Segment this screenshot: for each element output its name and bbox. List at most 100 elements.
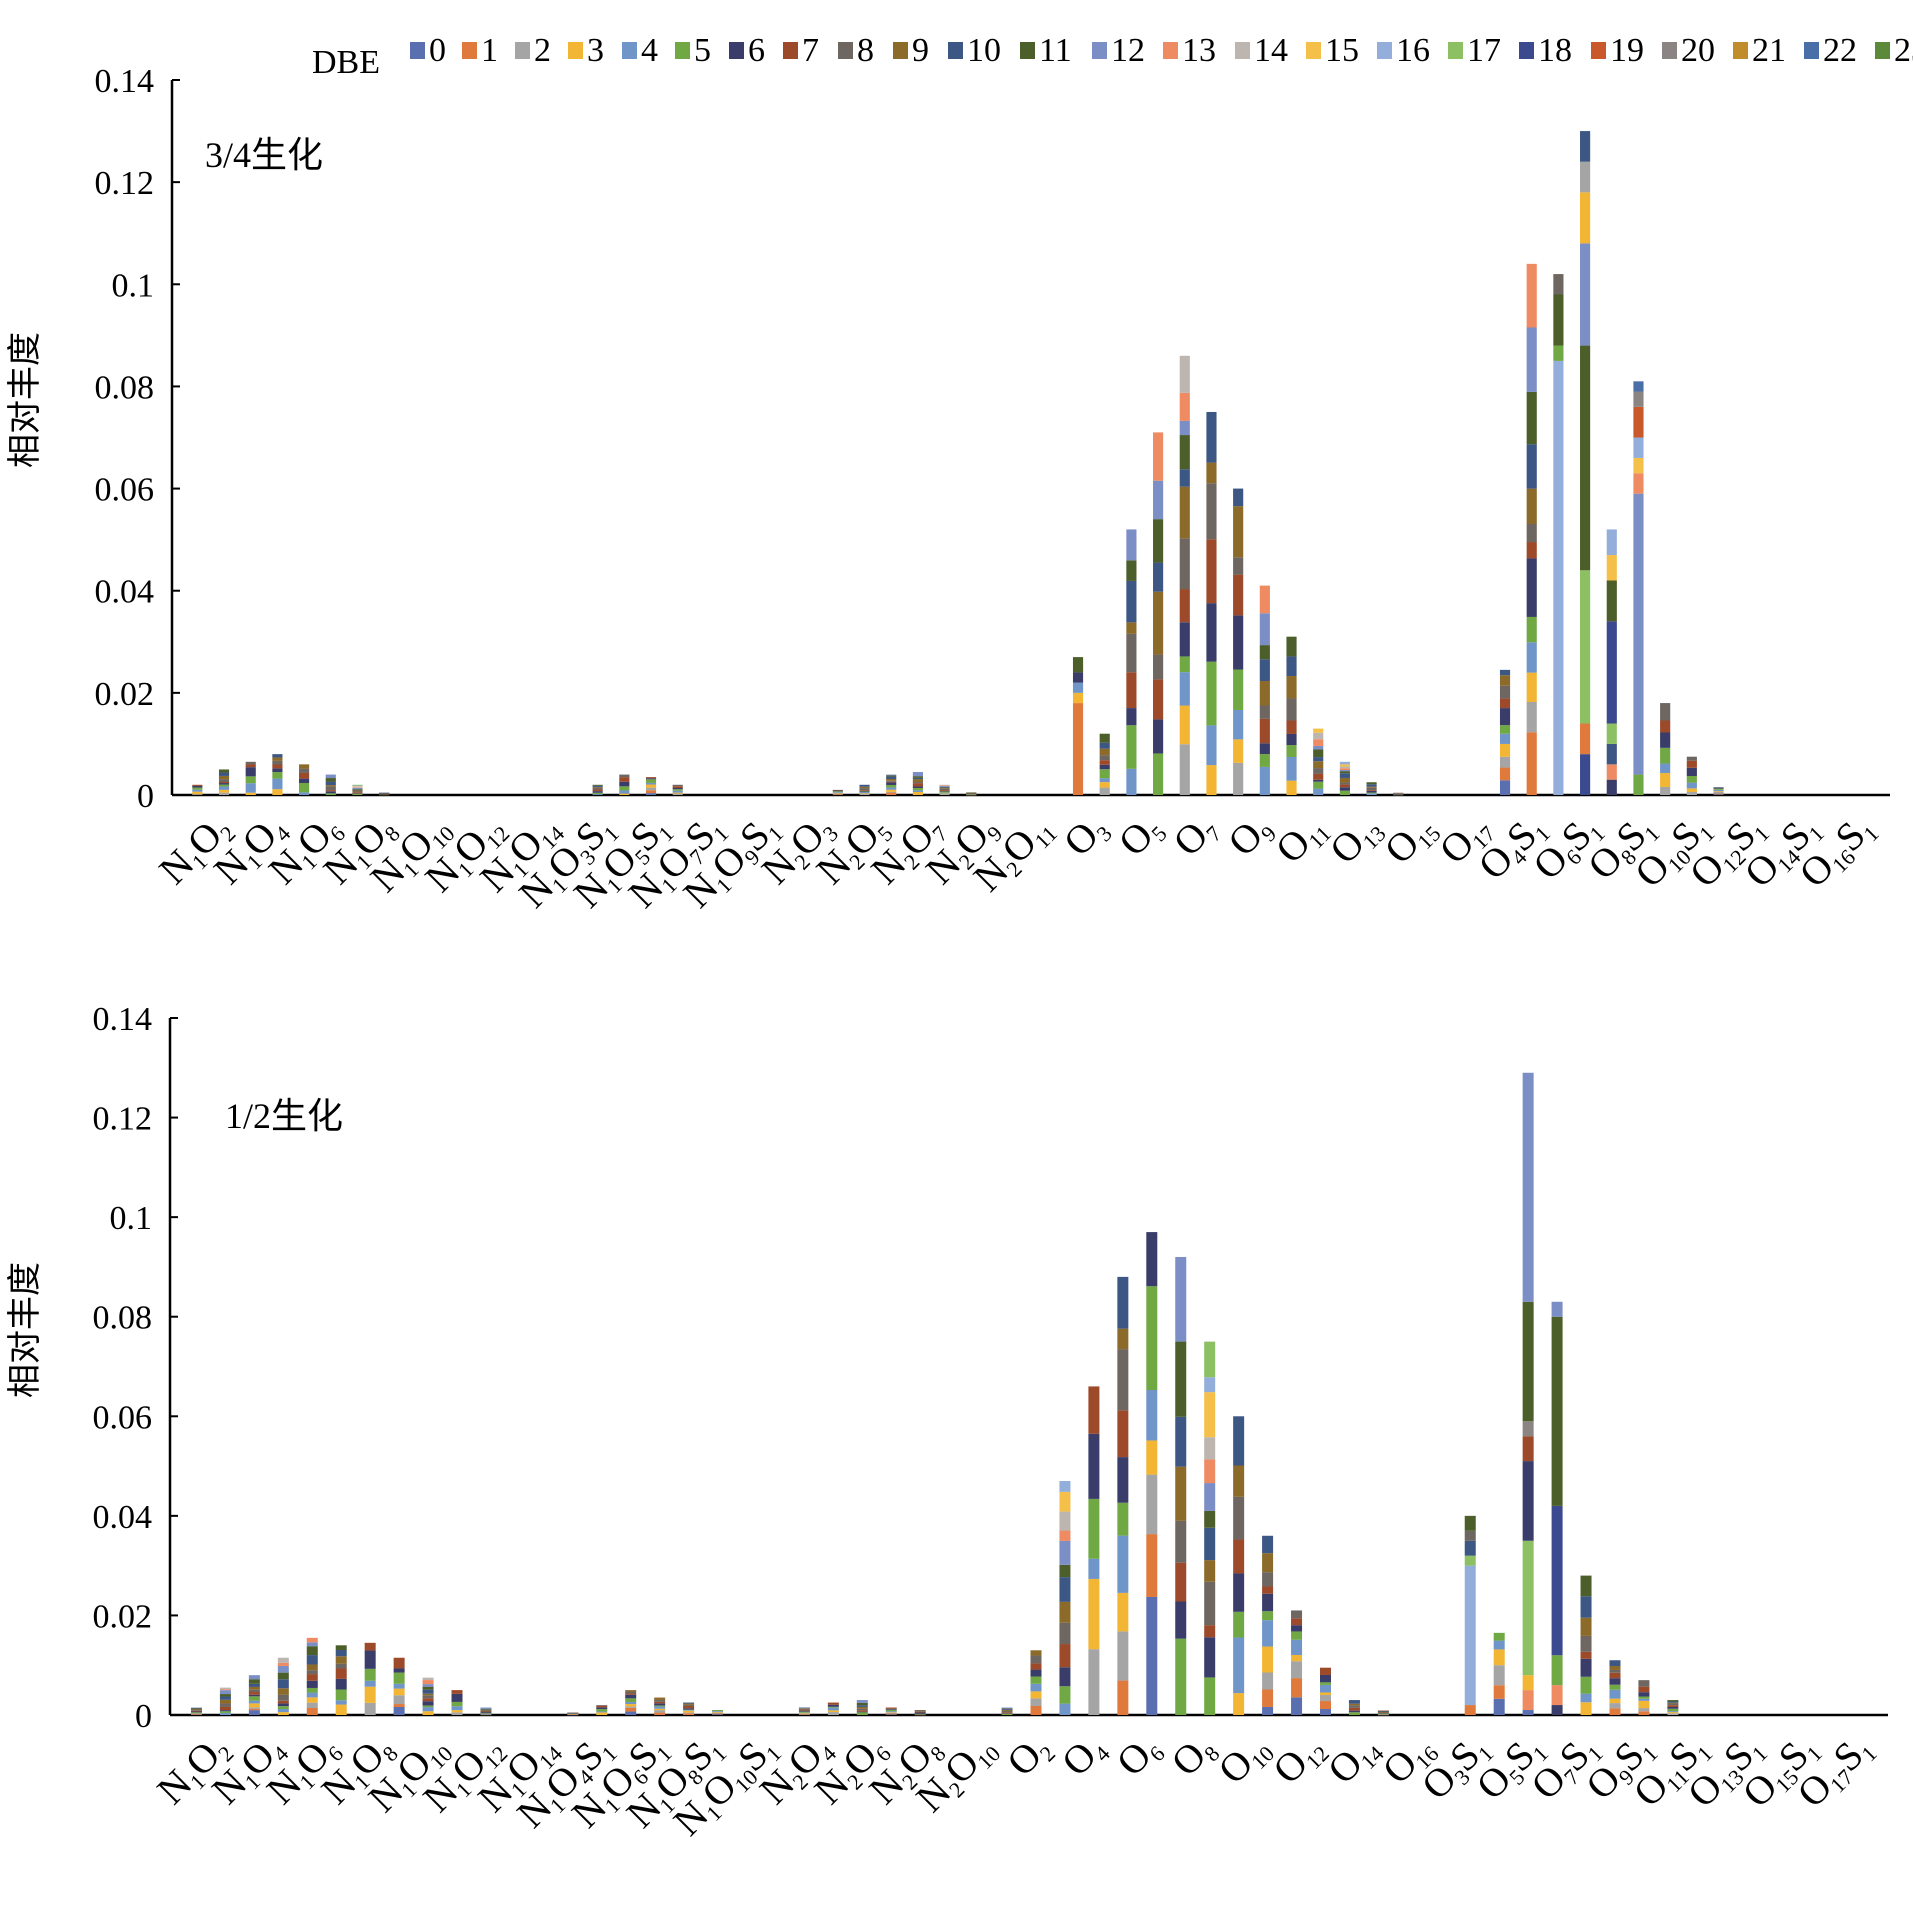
bar-segment: [299, 772, 310, 779]
bar-segment: [1667, 1700, 1679, 1702]
bar-segment: [1259, 743, 1270, 755]
bar-segment: [1291, 1661, 1303, 1679]
bar-segment: [1153, 519, 1164, 563]
bar-segment: [1377, 1712, 1389, 1714]
bar-segment: [1606, 743, 1617, 765]
y-tick-label: 0.08: [95, 369, 155, 406]
bar-segment: [190, 1714, 202, 1715]
bar-segment: [192, 785, 203, 788]
bar-segment: [1366, 792, 1377, 794]
bar-segment: [1233, 1416, 1245, 1466]
bar-segment: [1233, 1573, 1245, 1612]
legend-swatch-11: [1020, 42, 1035, 59]
bar-segment: [567, 1713, 579, 1714]
bar-segment: [1059, 1564, 1071, 1578]
bar-segment: [592, 791, 603, 793]
bar-segment: [1580, 754, 1591, 795]
bar-segment: [1313, 732, 1324, 740]
bar-segment: [1713, 791, 1724, 794]
legend-label-13: 13: [1182, 32, 1216, 69]
bar-segment: [1262, 1689, 1274, 1707]
bar-segment: [1339, 784, 1350, 788]
bar-segment: [1313, 779, 1324, 782]
bar-segment: [939, 793, 950, 795]
bar-segment: [1117, 1502, 1129, 1536]
bar-segment: [592, 792, 603, 795]
bar-segment: [277, 1662, 289, 1666]
legend-label-22: 22: [1823, 32, 1857, 69]
bar-segment: [306, 1637, 318, 1643]
bar-segment: [1526, 391, 1537, 445]
bar-segment: [393, 1672, 405, 1684]
bar-segment: [1393, 792, 1404, 793]
bar-segment: [379, 793, 390, 794]
bar-segment: [625, 1693, 637, 1695]
bar-segment: [1291, 1625, 1303, 1632]
bar-segment: [422, 1677, 434, 1681]
bar-segment: [1146, 1232, 1158, 1287]
bar-segment: [480, 1712, 492, 1714]
bar-segment: [299, 768, 310, 773]
legend-swatch-1: [462, 42, 477, 59]
bar-segment: [1286, 756, 1297, 781]
bar-segment: [1206, 411, 1217, 463]
bar-segment: [1059, 1667, 1071, 1687]
bar-segment: [886, 791, 897, 793]
bar-segment: [712, 1712, 724, 1714]
bar-segment: [1393, 792, 1404, 794]
bar-segment: [1291, 1618, 1303, 1626]
bar-segment: [248, 1692, 260, 1695]
bar-segment: [1580, 1617, 1592, 1636]
bar-segment: [364, 1650, 376, 1669]
bar-segment: [364, 1680, 376, 1687]
bar-segment: [422, 1698, 434, 1702]
bar-segment: [683, 1706, 695, 1709]
legend-label-19: 19: [1610, 32, 1644, 69]
bar-segment: [1179, 705, 1190, 745]
bar-segment: [352, 792, 363, 794]
bar-segment: [245, 783, 256, 793]
bar-segment: [939, 793, 950, 794]
bar-segment: [625, 1701, 637, 1705]
bar-segment: [1686, 756, 1697, 761]
legend-swatch-21: [1733, 42, 1748, 59]
bar-segment: [1606, 779, 1617, 795]
bar-segment: [1233, 1465, 1245, 1497]
bar-segment: [1553, 274, 1564, 295]
bar-segment: [1464, 1530, 1476, 1541]
bar-segment: [1609, 1678, 1621, 1685]
bar-segment: [1175, 1520, 1187, 1563]
bar-segment: [277, 1688, 289, 1695]
bar-segment: [1233, 762, 1244, 795]
bar-segment: [190, 1711, 202, 1713]
bar-segment: [1286, 780, 1297, 795]
bar-segment: [1206, 539, 1217, 604]
bar-segment: [1580, 161, 1591, 193]
bar-segment: [1339, 771, 1350, 774]
x-tick-label: O6: [1107, 1725, 1169, 1787]
bar-segment: [1030, 1698, 1042, 1706]
bar-segment: [1059, 1703, 1071, 1715]
bar-segment: [827, 1706, 839, 1708]
bar-segment: [248, 1683, 260, 1687]
bar-segment: [299, 778, 310, 783]
bar-segment: [1377, 1713, 1389, 1714]
bar-segment: [1153, 480, 1164, 520]
bar-segment: [1179, 744, 1190, 795]
bar-segment: [856, 1708, 868, 1711]
bar-segment: [1319, 1692, 1331, 1696]
bar-segment: [1638, 1698, 1650, 1701]
bar-segment: [1126, 580, 1137, 623]
bar-segment: [1233, 506, 1244, 558]
bar-segment: [1179, 355, 1190, 393]
bar-segment: [1259, 659, 1270, 682]
bar-segment: [1377, 1712, 1389, 1713]
bar-segment: [1291, 1639, 1303, 1655]
bar-segment: [886, 781, 897, 783]
bar-segment: [1377, 1710, 1389, 1712]
bar-segment: [1580, 570, 1591, 724]
bar-segment: [859, 790, 870, 791]
bar-segment: [1580, 131, 1591, 162]
y-tick-label: 0.02: [95, 676, 155, 713]
bar-segment: [1117, 1592, 1129, 1632]
